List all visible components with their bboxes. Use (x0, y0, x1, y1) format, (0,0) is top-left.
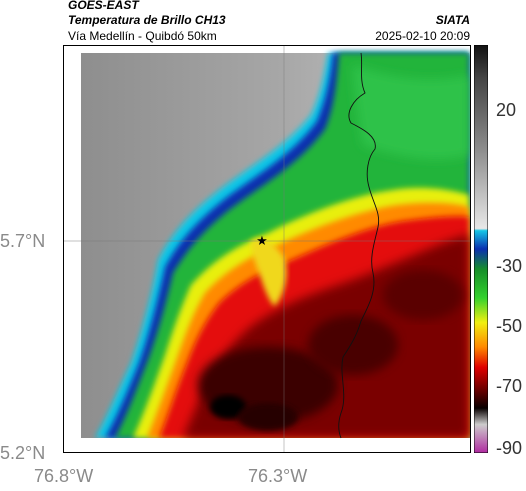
star-marker: ★ (256, 234, 268, 249)
colorbar-tick-minus30: -30 (496, 256, 523, 276)
lat-label-5.7: 5.7°N (0, 231, 46, 251)
lon-label-76.3: 76.3°W (248, 466, 308, 486)
department-border (338, 52, 380, 439)
lat-label-5.2: 5.2°N (0, 443, 46, 463)
temperature-colorbar (474, 45, 488, 453)
satellite-name: GOES-EAST (68, 0, 139, 12)
data-field (63, 45, 471, 453)
brightness-temperature-map: ★ (63, 45, 471, 453)
product-title: Temperatura de Brillo CH13 (68, 13, 226, 27)
lon-label-76.8: 76.8°W (34, 466, 94, 486)
colorbar-tick-20: 20 (496, 100, 517, 120)
colorbar-tick-minus70: -70 (496, 376, 523, 396)
colorbar-tick-minus50: -50 (496, 316, 523, 336)
datetime-label: 2025-02-10 20:09 (375, 29, 470, 43)
region-subtitle: Vía Medellín - Quibdó 50km (68, 29, 217, 43)
colorbar-tick-minus90: -90 (496, 438, 523, 458)
agency-label: SIATA (435, 13, 470, 27)
